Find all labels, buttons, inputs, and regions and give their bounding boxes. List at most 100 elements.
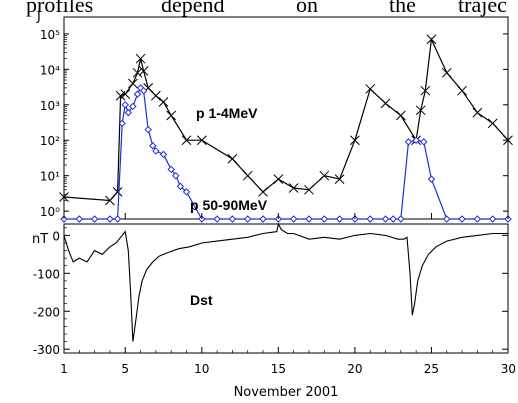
header-word-3: on [296, 0, 318, 17]
point-p-50-90mev [144, 125, 152, 134]
point-p-1-4mev [503, 135, 513, 146]
point-p-50-90mev [152, 147, 160, 155]
dst-y-tick-label-2: -200 [33, 305, 60, 319]
point-p-50-90mev [121, 101, 129, 109]
flux-y-tick-label-0: 10⁰ [40, 205, 60, 219]
point-p-1-4mev [420, 85, 431, 96]
point-p-1-4mev [258, 186, 268, 197]
point-p-1-4mev [242, 170, 253, 181]
dst-y-tick-label-1: -100 [33, 267, 60, 281]
point-p-1-4mev [365, 84, 376, 94]
point-p-50-90mev [458, 215, 466, 223]
dst-panel: 0-100-200-300 1 5 10 15 20 25 30 nT Dst [32, 213, 516, 376]
flux-y-tick-label-5: 10⁵ [40, 28, 60, 42]
point-p-1-4mev [138, 66, 149, 76]
point-p-50-90mev [75, 215, 84, 223]
point-p-1-4mev [112, 186, 123, 197]
point-p-1-4mev [426, 34, 437, 45]
point-p-1-4mev [120, 89, 131, 99]
series-line-0 [63, 37, 509, 202]
point-p-50-90mev [320, 215, 328, 223]
point-p-50-90mev [473, 215, 482, 223]
header-word-2: depend [161, 0, 225, 17]
point-p-1-4mev [441, 67, 452, 78]
flux-y-tick-label-2: 10² [40, 134, 60, 148]
header-word-1: profiles [26, 0, 93, 17]
dst-y-tick-label-0: 0 [52, 229, 60, 243]
point-p-50-90mev [113, 215, 122, 223]
dst-series [63, 222, 508, 342]
point-p-50-90mev [176, 182, 185, 191]
x-tick-label-1: 5 [121, 362, 129, 376]
flux-y-tick-label-3: 10³ [40, 99, 60, 113]
point-p-1-4mev [487, 118, 498, 129]
point-p-50-90mev [397, 215, 405, 223]
dst-y-axis-label: nT [32, 232, 48, 247]
point-p-50-90mev [172, 171, 180, 180]
point-p-50-90mev [366, 215, 374, 223]
point-p-50-90mev [133, 90, 142, 98]
x-ticks: 1 5 10 15 20 25 30 [60, 213, 516, 376]
dst-y-ticks: 0 -100 -200 -300 [33, 227, 508, 357]
annotation-dst: Dst [190, 292, 213, 308]
point-p-1-4mev [319, 170, 330, 181]
flux-y-tick-label-4: 10⁴ [40, 63, 60, 77]
point-p-50-90mev [289, 215, 298, 223]
dst-line [63, 222, 508, 342]
point-p-1-4mev [166, 110, 177, 121]
point-p-1-4mev [380, 98, 391, 109]
point-p-1-4mev [273, 174, 284, 184]
point-p-1-4mev [350, 135, 360, 146]
point-p-50-90mev [124, 108, 133, 117]
annotation-p-1-4mev: p 1-4MeV [196, 105, 258, 121]
x-tick-label-3: 15 [271, 362, 286, 376]
point-p-1-4mev [128, 78, 138, 89]
point-p-50-90mev [139, 86, 148, 95]
point-p-50-90mev [404, 138, 413, 146]
annotation-p-50-90mev: p 50-90MeV [190, 197, 268, 213]
point-p-1-4mev [181, 135, 192, 146]
header-word-5: trajec [458, 0, 507, 17]
point-p-50-90mev [443, 215, 451, 223]
point-p-1-4mev [395, 110, 406, 121]
point-p-50-90mev [213, 215, 221, 223]
point-p-50-90mev [167, 165, 175, 174]
point-p-50-90mev [244, 215, 252, 223]
point-p-1-4mev [151, 90, 161, 101]
dst-y-tick-label-3: -300 [33, 343, 60, 357]
flux-y-tick-label-1: 10¹ [40, 170, 60, 184]
point-p-1-4mev [59, 192, 69, 202]
point-p-1-4mev [135, 53, 146, 64]
point-p-50-90mev [182, 188, 191, 196]
point-p-50-90mev [90, 215, 99, 223]
header-fragment: profiles depend on the trajec [26, 0, 507, 17]
point-p-1-4mev [334, 174, 345, 184]
x-tick-label-6: 30 [501, 362, 516, 376]
point-p-50-90mev [129, 102, 137, 111]
point-p-50-90mev [420, 138, 428, 146]
point-p-50-90mev [228, 215, 237, 223]
point-p-50-90mev [427, 175, 436, 183]
point-p-1-4mev [472, 107, 483, 118]
header-word-4: the [389, 0, 416, 17]
point-p-50-90mev [259, 215, 267, 223]
point-p-50-90mev [106, 215, 114, 223]
flux-panel-frame [63, 16, 509, 220]
flux-y-axis-label: J [36, 9, 41, 24]
point-p-1-4mev [105, 195, 115, 206]
x-tick-label-2: 10 [194, 362, 209, 376]
x-axis-label: November 2001 [234, 385, 339, 400]
point-p-50-90mev [118, 119, 126, 128]
point-p-50-90mev [488, 215, 497, 223]
point-p-1-4mev [158, 97, 169, 107]
flux-series [59, 34, 513, 223]
point-p-50-90mev [305, 215, 313, 223]
point-p-50-90mev [389, 215, 397, 223]
point-p-50-90mev [412, 136, 420, 144]
point-p-50-90mev [149, 142, 157, 150]
point-p-1-4mev [132, 67, 143, 78]
x-tick-label-5: 25 [424, 362, 439, 376]
point-p-1-4mev [227, 153, 238, 164]
point-p-1-4mev [415, 105, 426, 116]
